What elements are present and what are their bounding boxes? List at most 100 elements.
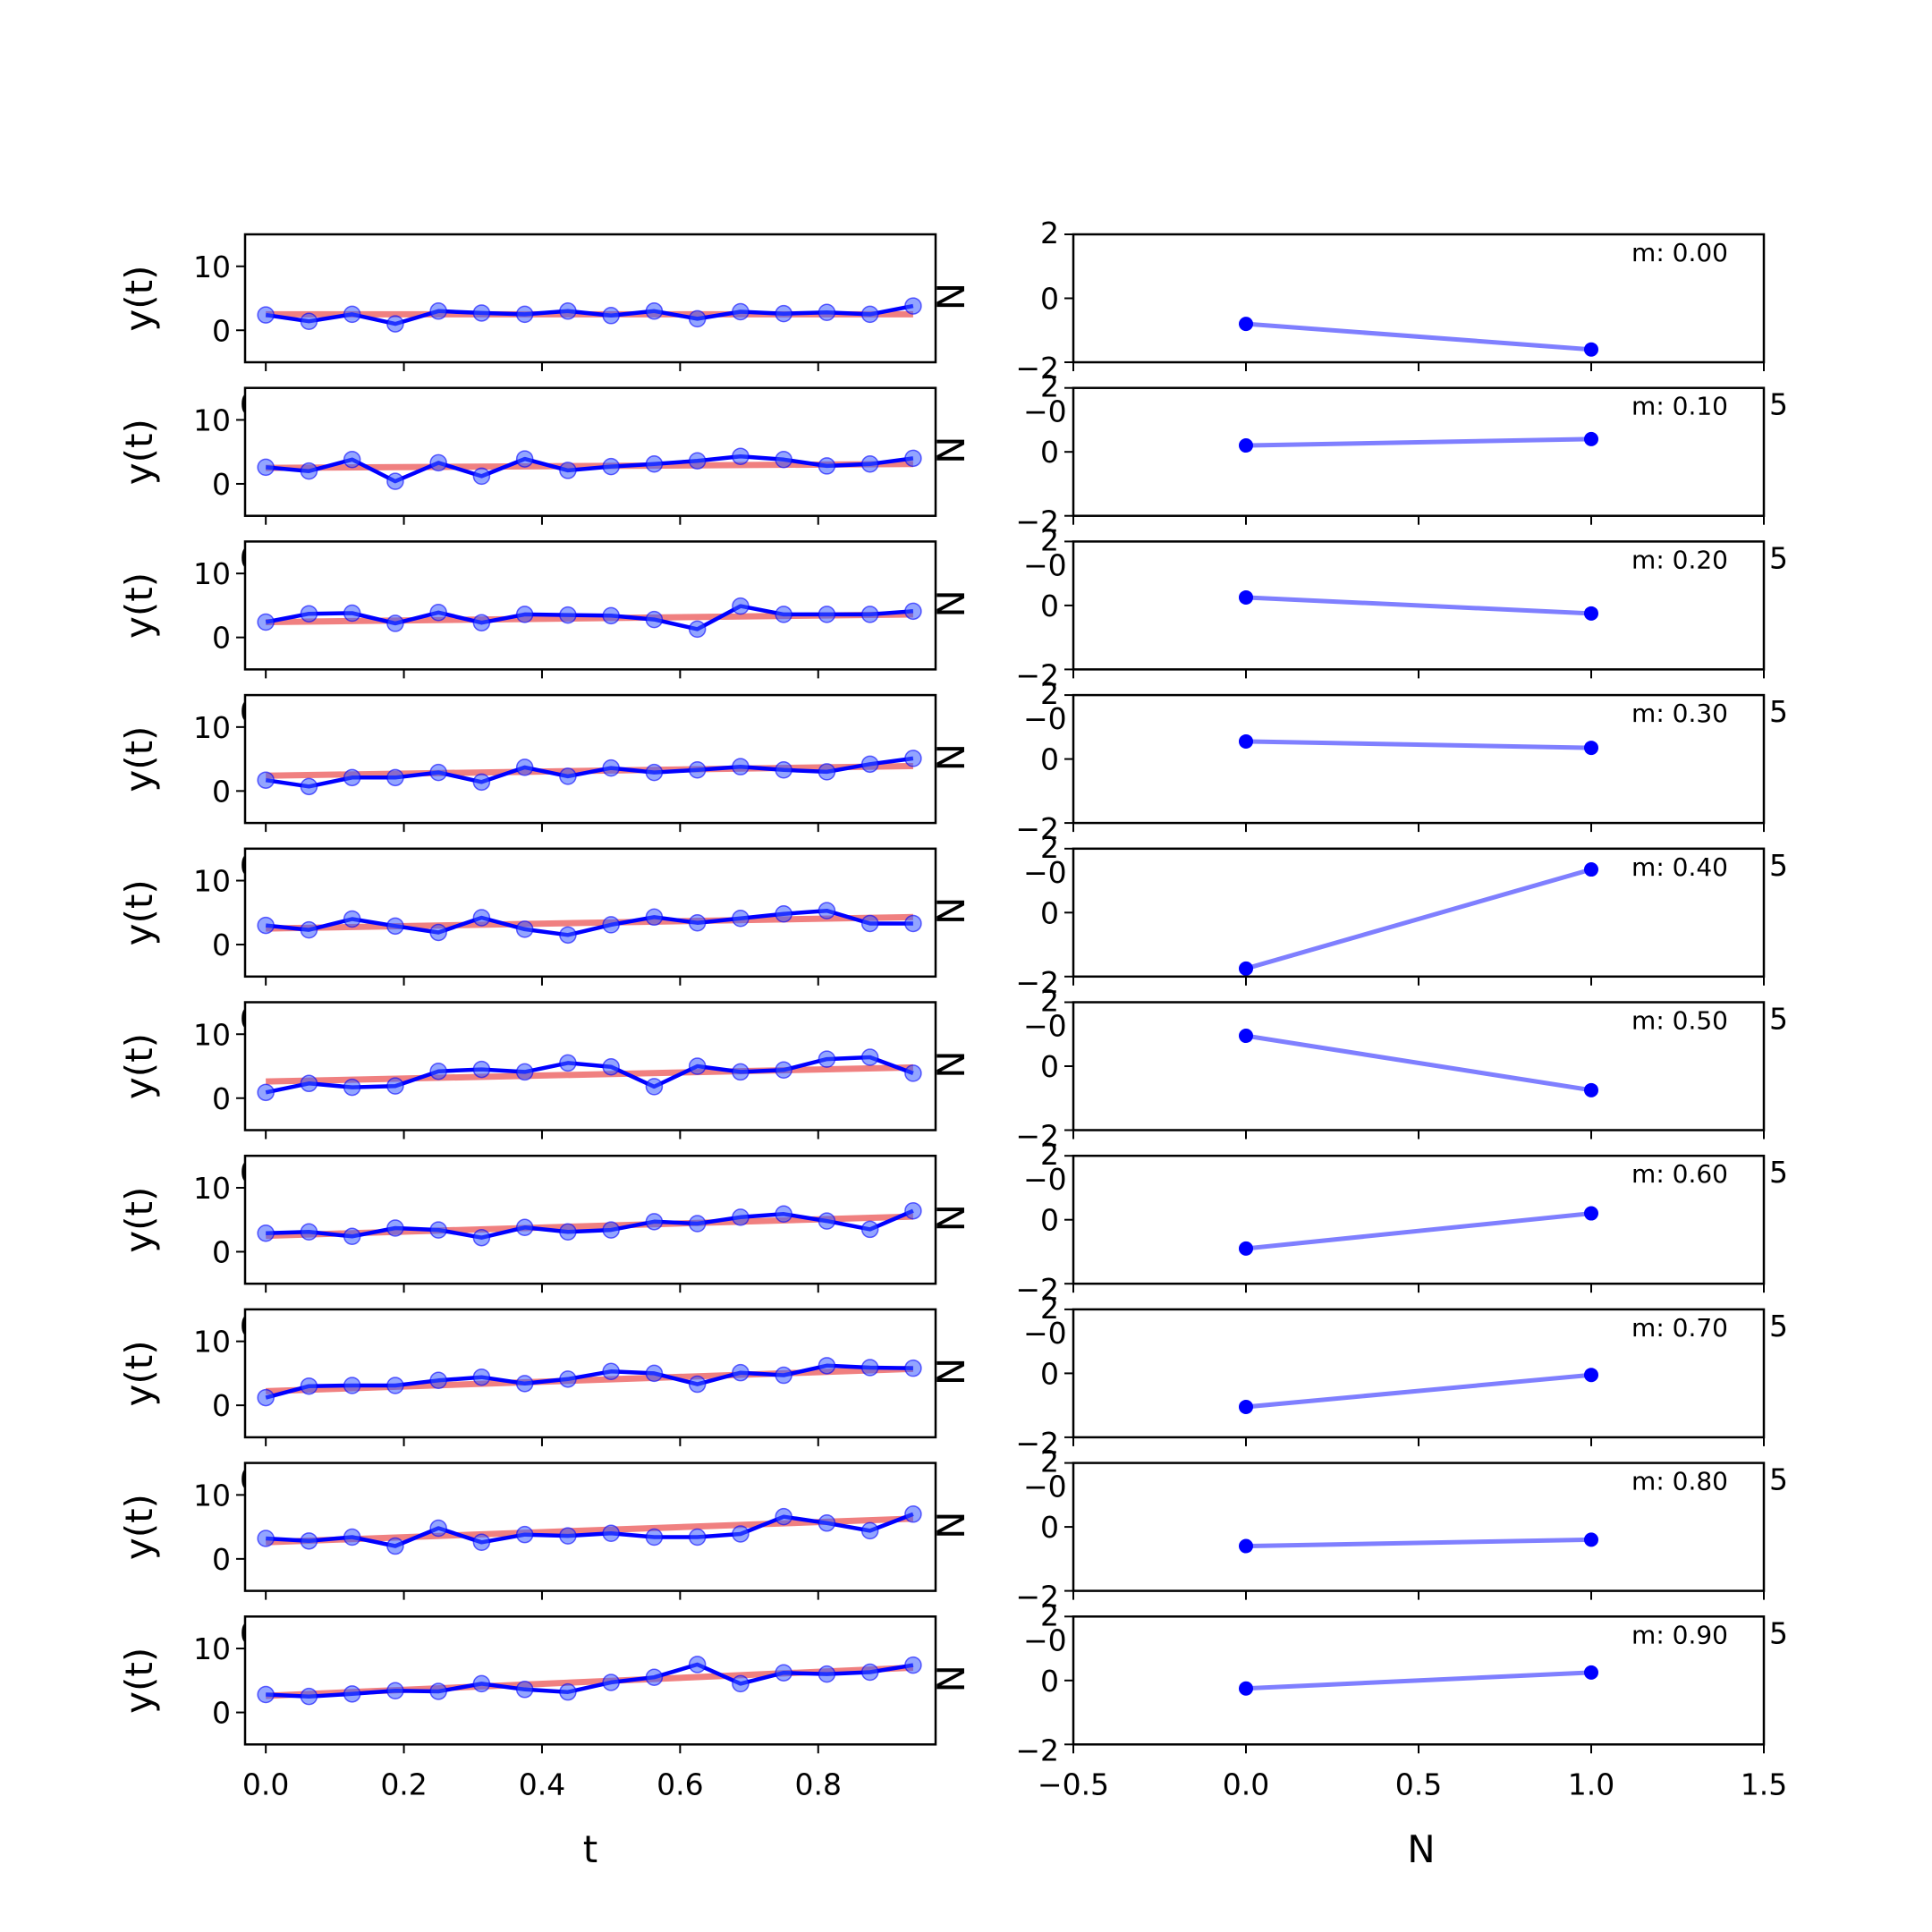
data-point (1239, 961, 1253, 976)
data-point (1584, 606, 1598, 621)
data-point (1239, 1029, 1253, 1044)
y-axis-label: y(t) (117, 726, 161, 792)
data-point (515, 1218, 534, 1237)
data-point (818, 1665, 836, 1683)
data-point (1584, 431, 1598, 446)
data-point (688, 1375, 707, 1394)
x-tick-label: 0.4 (519, 1767, 565, 1801)
data-point (386, 1377, 404, 1394)
data-point (602, 1221, 620, 1239)
data-point (257, 771, 275, 789)
y-tick-label: 2 (1040, 522, 1059, 557)
data-point (300, 777, 318, 796)
data-point (1584, 1082, 1598, 1097)
y-axis-label: y(t) (117, 1033, 161, 1099)
ghost-tick-label: −0 (1023, 1162, 1067, 1197)
data-point (429, 1519, 447, 1538)
data-point (472, 909, 491, 927)
plot-background (245, 387, 936, 516)
data-point (386, 614, 404, 632)
data-point (775, 1205, 792, 1224)
left-subplot-6: 0010y(t)N (117, 1154, 973, 1293)
ghost-tick-label: 5 (1769, 1462, 1788, 1497)
data-point (559, 1370, 577, 1388)
y-tick-label: −2 (1015, 1272, 1059, 1307)
y-tick-label: 0 (212, 928, 231, 962)
plot-background (1073, 234, 1764, 362)
data-point (602, 606, 620, 625)
data-point (343, 1227, 361, 1246)
right-subplot-8: −0 5 m: 0.80 −2 0 2 (1015, 1445, 1788, 1614)
y-tick-label: 2 (1040, 1445, 1059, 1479)
ghost-tick-label: −0 (1023, 1316, 1067, 1351)
data-point (429, 763, 447, 782)
left-x-axis-label: t (583, 1827, 597, 1871)
data-point (429, 1371, 447, 1390)
data-point (559, 926, 577, 945)
data-point (775, 904, 792, 923)
data-point (257, 613, 275, 631)
y-tick-label: −2 (1015, 1733, 1059, 1767)
y-tick-label: 0 (212, 1542, 231, 1577)
data-point (645, 1668, 664, 1686)
data-point (559, 606, 577, 624)
y-axis-label: y(t) (117, 265, 161, 331)
data-point (343, 305, 361, 324)
series-line (1245, 867, 1592, 971)
data-point (1239, 1399, 1253, 1414)
m-value-annotation: m: 0.80 (1631, 1467, 1728, 1496)
data-point (1239, 1538, 1253, 1554)
plot-background (1073, 1309, 1764, 1437)
ghost-axis-label: N (929, 436, 973, 463)
ghost-tick-label: 5 (1769, 694, 1788, 729)
right-subplot-3: −0 5 m: 0.30 −2 0 2 (1015, 676, 1788, 846)
data-point (429, 1062, 447, 1080)
data-point (515, 606, 534, 623)
right-subplot-5: −0 5 m: 0.50 −2 0 2 (1015, 984, 1788, 1154)
data-point (472, 1368, 491, 1386)
y-tick-label: 0 (1040, 1356, 1059, 1391)
data-point (645, 1528, 664, 1546)
data-point (688, 1528, 707, 1546)
data-point (602, 1057, 620, 1076)
data-point (386, 1537, 404, 1555)
ghost-tick-label: −0 (1023, 1470, 1067, 1504)
y-tick-label: 10 (193, 402, 231, 437)
data-point (645, 1078, 664, 1096)
fit-line (266, 1063, 913, 1085)
data-point (300, 1532, 318, 1550)
ghost-tick-label: 5 (1769, 1002, 1788, 1037)
data-point (515, 1525, 534, 1544)
m-value-annotation: m: 0.30 (1631, 699, 1728, 728)
data-point (300, 605, 318, 623)
data-point (732, 597, 750, 615)
data-point (904, 1505, 922, 1523)
data-line (265, 756, 914, 789)
y-tick-label: 10 (193, 1325, 231, 1360)
data-point (860, 606, 879, 623)
left-subplot-4: 0010y(t)N (117, 847, 973, 986)
data-point (688, 761, 707, 779)
plot-background (1073, 1156, 1764, 1284)
data-point (818, 902, 836, 919)
y-tick-label: 0 (1040, 282, 1059, 317)
data-point (688, 309, 707, 328)
ghost-axis-label: N (929, 1665, 973, 1692)
ghost-axis-label: N (929, 1204, 973, 1232)
right-x-axis-label: N (1407, 1827, 1435, 1871)
data-point (559, 1223, 577, 1241)
data-point (300, 1074, 318, 1093)
data-point (257, 1388, 275, 1407)
y-tick-label: 10 (193, 1631, 231, 1666)
ghost-tick-label: −0 (1023, 1009, 1067, 1044)
data-point (515, 1063, 534, 1081)
plot-frame (243, 1154, 937, 1285)
data-point (818, 1212, 836, 1230)
data-point (1584, 862, 1598, 877)
data-point (472, 1533, 491, 1552)
ghost-tick-label: 5 (1769, 1155, 1788, 1190)
y-tick-label: 0 (1040, 435, 1059, 470)
series-line (1245, 1372, 1592, 1410)
series-line (1245, 1033, 1592, 1093)
data-point (386, 1219, 404, 1237)
